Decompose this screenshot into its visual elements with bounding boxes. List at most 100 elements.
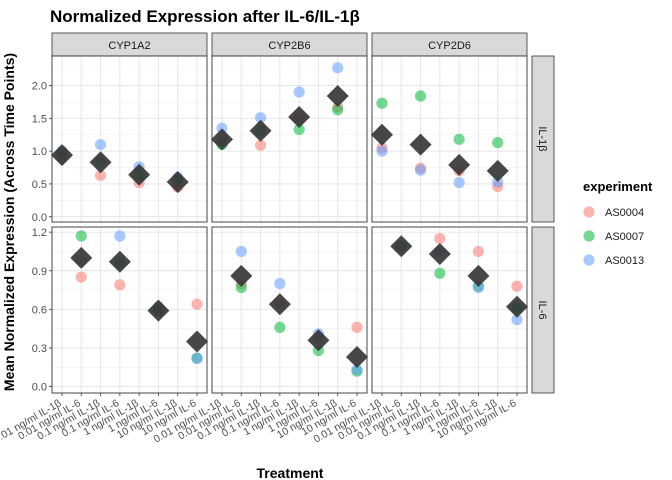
mean-marker [249, 119, 272, 142]
x-axis-title: Treatment [257, 465, 324, 480]
mean-marker [390, 235, 413, 258]
row-label-il-6: IL-6 [536, 301, 548, 320]
legend-label-as0007: AS0007 [605, 231, 644, 243]
point-as0013 [453, 177, 465, 189]
mean-marker [230, 264, 253, 287]
point-as0013 [191, 352, 203, 364]
facet-label-cyp1a2: CYP1A2 [108, 40, 150, 52]
y-tick-label: 0.0 [32, 212, 47, 224]
mean-marker [506, 295, 528, 318]
point-as0007 [75, 230, 87, 242]
point-as0004 [94, 169, 107, 182]
mean-marker [51, 144, 73, 167]
legend-label-as0013: AS0013 [605, 255, 644, 267]
y-tick-label: 1.5 [32, 113, 47, 125]
legend-label-as0004: AS0004 [605, 207, 644, 219]
legend-key-as0013 [583, 254, 595, 266]
point-as0013 [254, 112, 267, 124]
point-as0004 [434, 232, 446, 245]
panel-background [52, 227, 207, 393]
mean-marker [346, 345, 368, 368]
point-as0007 [332, 104, 344, 116]
point-as0013 [332, 62, 344, 74]
point-as0007 [274, 321, 286, 333]
point-as0007 [414, 90, 427, 102]
y-tick-label: 2.0 [32, 81, 47, 93]
facet-label-cyp2b6: CYP2B6 [268, 40, 310, 52]
panel-background [52, 56, 207, 222]
legend-key-as0004 [583, 206, 595, 218]
point-as0013 [94, 138, 107, 151]
point-as0007 [492, 137, 504, 149]
point-as0004 [114, 279, 126, 291]
point-as0007 [453, 133, 465, 145]
y-axis-title: Mean Normalized Expression (Across Time … [1, 53, 17, 391]
panels-layer: CYP1A2 CYP2B6 CYP2D6 IL-1β IL-6 0.0 0.5 1.0 1.5 2… [0, 32, 555, 446]
point-as0007 [235, 281, 247, 294]
y-tick-label: 0.0 [32, 382, 47, 394]
row-strip-il-6 [531, 226, 555, 394]
point-as0013 [376, 145, 388, 157]
y-tick-label: 1.0 [32, 146, 47, 158]
panel-background [372, 56, 527, 222]
point-as0004 [191, 298, 203, 310]
mean-marker [211, 128, 233, 151]
mean-marker [166, 170, 189, 193]
point-as0004 [351, 321, 363, 333]
point-as0004 [511, 280, 523, 292]
panel-border [51, 226, 208, 394]
panel-border [371, 55, 528, 223]
point-as0007 [293, 123, 305, 136]
mean-marker [89, 151, 112, 174]
mean-marker [128, 163, 151, 186]
mean-marker [268, 293, 291, 316]
point-as0013 [414, 164, 427, 176]
point-as0013 [351, 364, 363, 376]
legend: experiment AS0004 AS0007 AS0013 [583, 179, 653, 267]
point-as0013 [472, 281, 485, 294]
mean-marker [326, 85, 349, 108]
row-strip-il-1 [531, 55, 555, 223]
mean-marker [448, 153, 471, 176]
point-as0013 [235, 245, 247, 258]
mean-marker [108, 250, 131, 273]
point-as0013 [511, 314, 523, 326]
legend-title: experiment [583, 179, 653, 194]
panel-border [51, 55, 208, 223]
y-tick-label: 0.5 [32, 179, 47, 191]
point-as0007 [434, 267, 446, 279]
point-as0013 [492, 176, 504, 188]
mean-marker [467, 264, 490, 287]
mean-marker [371, 123, 393, 146]
mean-marker [428, 243, 451, 266]
point-as0013 [216, 122, 228, 134]
mean-marker [307, 329, 330, 352]
mean-marker [409, 133, 432, 156]
mean-marker [70, 246, 93, 269]
facet-label-cyp2d6: CYP2D6 [428, 40, 471, 52]
point-as0013 [114, 230, 126, 242]
point-as0004 [75, 271, 87, 283]
mean-marker [486, 159, 509, 182]
y-tick-label: 0.6 [32, 304, 47, 316]
point-as0004 [254, 139, 267, 151]
point-as0013 [293, 86, 305, 98]
point-as0013 [274, 278, 286, 290]
panel-border [211, 226, 368, 394]
point-as0007 [376, 97, 388, 109]
panel-background [372, 227, 527, 393]
mean-marker [288, 106, 311, 129]
panel-border [371, 226, 528, 394]
panel-background [212, 56, 367, 222]
mean-marker [147, 299, 170, 322]
legend-key-as0007 [583, 230, 595, 242]
point-as0004 [472, 245, 485, 258]
y-tick-label: 0.9 [32, 266, 47, 278]
row-label-il-1: IL-1β [536, 126, 548, 151]
y-tick-label: 0.3 [32, 343, 47, 355]
panel-background [212, 227, 367, 393]
mean-marker [186, 330, 208, 353]
chart-title: Normalized Expression after IL-6/IL-1β [50, 7, 360, 26]
y-tick-label: 1.2 [32, 227, 47, 239]
